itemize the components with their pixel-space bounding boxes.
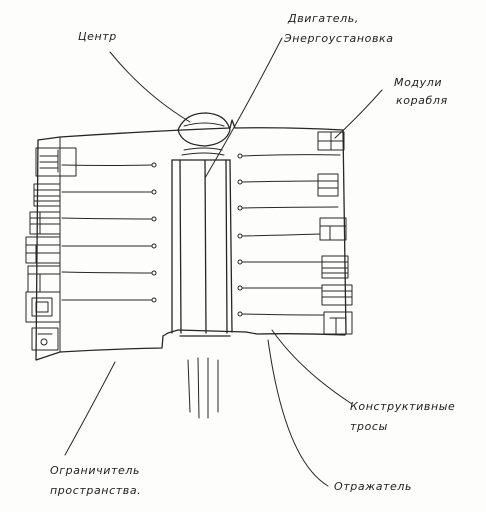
leader-cables bbox=[271, 329, 353, 405]
right-cables bbox=[237, 153, 341, 317]
center-sphere bbox=[177, 112, 231, 147]
label-modules-line1: Модули bbox=[394, 76, 442, 89]
right-modules bbox=[317, 131, 353, 335]
leader-modules bbox=[334, 89, 383, 139]
space-limiter-outline bbox=[35, 119, 347, 361]
label-modules-line2: корабля bbox=[396, 94, 448, 107]
left-cables bbox=[61, 162, 157, 303]
engine-column bbox=[171, 147, 233, 337]
label-cables-line2: тросы bbox=[350, 420, 388, 433]
label-engine-line2: Энергоустановка bbox=[283, 32, 394, 45]
exhaust-lines bbox=[187, 357, 219, 419]
label-limiter-line2: пространства. bbox=[50, 484, 141, 497]
label-engine-line1: Двигатель, bbox=[287, 12, 359, 25]
label-cables-line1: Конструктивные bbox=[350, 400, 455, 413]
leader-lines bbox=[64, 37, 383, 487]
label-limiter-line1: Ограничитель bbox=[50, 464, 140, 477]
leader-center bbox=[109, 51, 191, 123]
left-modules bbox=[25, 147, 77, 351]
label-reflector: Отражатель bbox=[334, 480, 412, 493]
leader-engine bbox=[204, 37, 283, 179]
leader-reflector bbox=[267, 339, 329, 487]
label-center: Центр bbox=[78, 30, 117, 43]
leader-limiter bbox=[64, 361, 116, 456]
